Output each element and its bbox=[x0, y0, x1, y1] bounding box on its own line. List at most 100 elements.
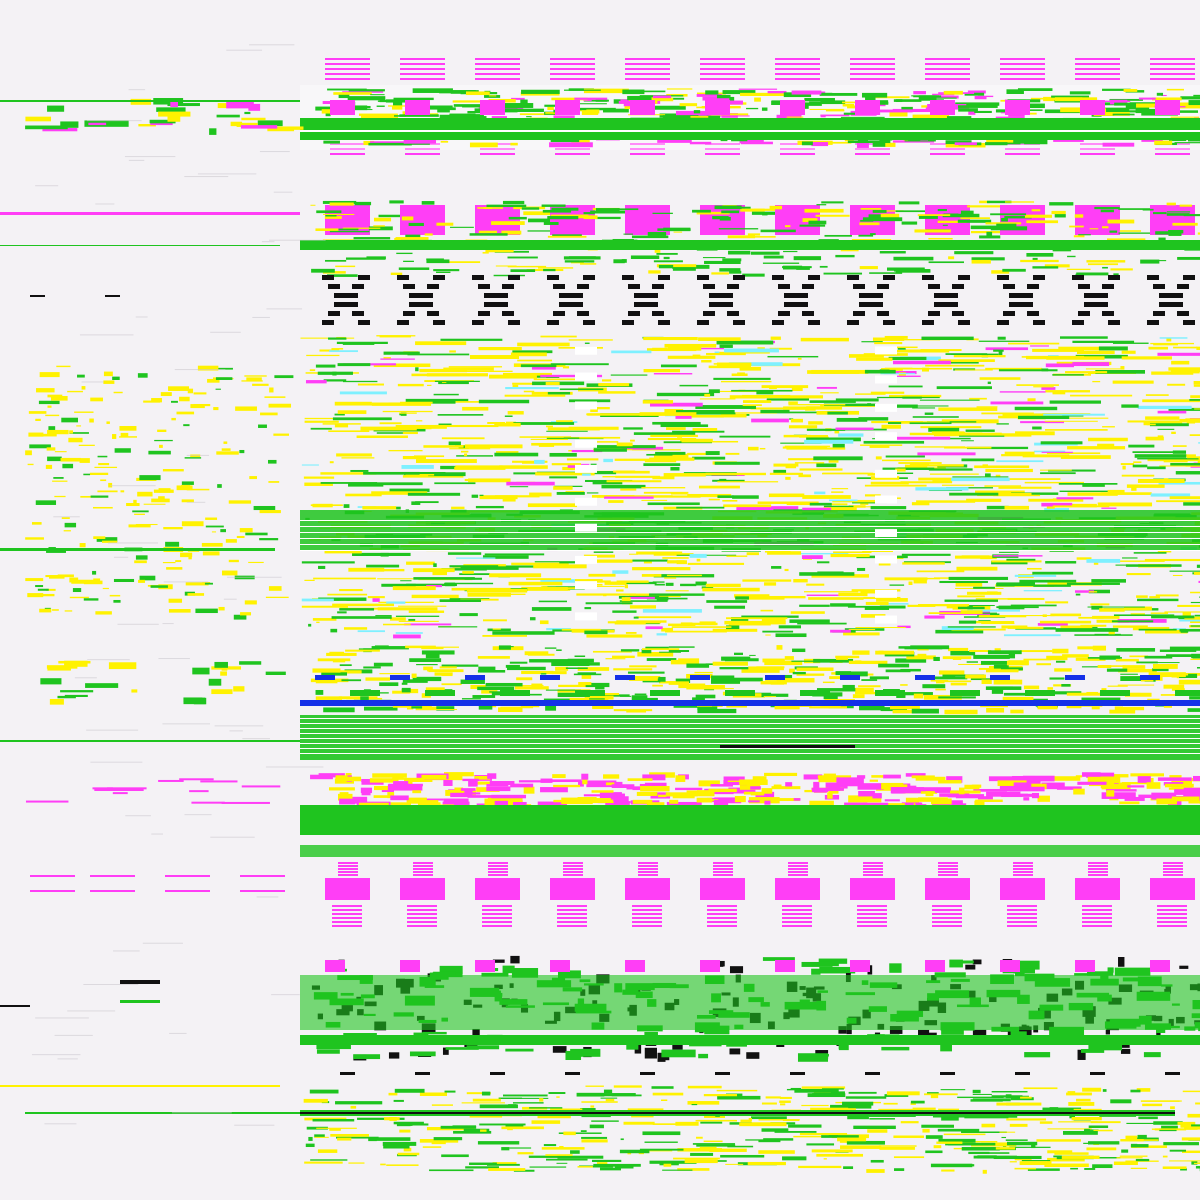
wave-stripe bbox=[978, 667, 992, 670]
wave-stripe bbox=[543, 698, 578, 701]
wave-stripe bbox=[702, 257, 726, 259]
ridge-stripe bbox=[603, 774, 620, 779]
noise-stripe bbox=[371, 402, 432, 406]
wave-stripe bbox=[1092, 645, 1107, 651]
noise-stripe bbox=[902, 562, 945, 565]
wave-stripe bbox=[1049, 202, 1074, 206]
noise-stripe bbox=[312, 618, 337, 621]
magenta-dash bbox=[1075, 73, 1120, 75]
noise-stripe bbox=[393, 634, 421, 639]
noise-stripe bbox=[1137, 457, 1199, 460]
wave-stripe bbox=[583, 212, 595, 215]
noise-stripe bbox=[1102, 426, 1115, 428]
noise-stripe bbox=[1164, 611, 1200, 613]
noise-stripe bbox=[561, 628, 601, 631]
wave-stripe bbox=[436, 706, 455, 711]
x-mark bbox=[877, 311, 889, 316]
left-noise bbox=[228, 500, 252, 504]
noise-stripe bbox=[802, 558, 813, 560]
x-mark bbox=[778, 311, 790, 316]
left-noise bbox=[83, 473, 91, 476]
wave-stripe bbox=[742, 273, 765, 277]
noise-stripe bbox=[1167, 383, 1186, 386]
wave-stripe bbox=[974, 110, 992, 114]
wave-stripe bbox=[740, 92, 786, 96]
x-mark bbox=[472, 275, 484, 280]
noise-stripe bbox=[838, 433, 864, 437]
magenta-cross bbox=[407, 925, 437, 927]
noise-stripe bbox=[367, 596, 385, 599]
x-mark bbox=[1108, 275, 1120, 280]
noise-stripe bbox=[720, 1154, 765, 1158]
wave-stripe bbox=[511, 97, 525, 100]
ridge-stripe bbox=[627, 778, 653, 781]
magenta-dash bbox=[1075, 68, 1120, 70]
faint-row bbox=[252, 316, 270, 318]
left-noise bbox=[202, 551, 220, 556]
noise-stripe bbox=[459, 613, 478, 617]
noise-stripe bbox=[537, 1115, 571, 1119]
noise-stripe bbox=[336, 341, 388, 344]
noise-stripe bbox=[1040, 441, 1083, 445]
noise-stripe bbox=[590, 408, 598, 413]
wave-stripe bbox=[686, 663, 710, 668]
wave-stripe bbox=[748, 666, 784, 671]
wave-stripe bbox=[491, 221, 525, 225]
noise-stripe bbox=[757, 501, 819, 504]
noise-stripe bbox=[1043, 413, 1105, 416]
noise-stripe bbox=[677, 437, 683, 440]
magenta-bit bbox=[325, 960, 345, 972]
noise-stripe bbox=[1046, 356, 1105, 360]
wave-stripe bbox=[971, 259, 991, 264]
ridge-stripe bbox=[675, 787, 703, 791]
wave-stripe bbox=[543, 222, 559, 225]
faint-row bbox=[151, 833, 164, 835]
noise-stripe bbox=[717, 481, 779, 483]
white-gap bbox=[575, 612, 597, 621]
wave-stripe bbox=[1020, 259, 1059, 263]
noise-stripe bbox=[308, 1136, 313, 1141]
wave-stripe bbox=[501, 230, 522, 235]
noise-stripe bbox=[793, 1135, 828, 1138]
faint-row bbox=[35, 1017, 89, 1019]
noise-stripe bbox=[1130, 1089, 1141, 1093]
left-noise bbox=[158, 496, 165, 502]
noise-stripe bbox=[1149, 596, 1160, 599]
noise-stripe bbox=[462, 406, 489, 411]
noise-stripe bbox=[846, 1140, 885, 1145]
noise-stripe bbox=[399, 1129, 411, 1133]
noise-stripe bbox=[869, 444, 890, 448]
wave-stripe bbox=[360, 696, 369, 701]
wave-stripe bbox=[389, 200, 404, 204]
noise-stripe bbox=[745, 1139, 778, 1141]
wave-stripe bbox=[993, 664, 1009, 669]
noise-stripe bbox=[870, 1159, 884, 1163]
ridge-stripe bbox=[858, 790, 875, 797]
noise-stripe bbox=[380, 552, 389, 557]
wave-stripe bbox=[477, 656, 510, 659]
noise-stripe bbox=[1169, 570, 1200, 572]
noise-stripe bbox=[1182, 1090, 1200, 1093]
noise-stripe bbox=[375, 482, 423, 486]
noise-stripe bbox=[397, 383, 424, 387]
ridge-stripe bbox=[1073, 788, 1085, 795]
left-stripe bbox=[170, 100, 178, 108]
noise-stripe bbox=[912, 416, 959, 418]
ridge-stripe bbox=[1075, 775, 1083, 778]
noise-stripe bbox=[842, 1101, 874, 1106]
ridge-stripe bbox=[1001, 794, 1023, 798]
wave-stripe bbox=[656, 264, 697, 268]
noise-stripe bbox=[1060, 625, 1093, 630]
x-mark bbox=[796, 293, 808, 298]
magenta-cross bbox=[332, 921, 362, 923]
noise-stripe bbox=[1177, 1121, 1196, 1125]
noise-stripe bbox=[460, 566, 519, 570]
noise-stripe bbox=[1041, 502, 1073, 507]
magenta-dash bbox=[325, 68, 370, 70]
noise-stripe bbox=[1140, 1100, 1180, 1102]
noise-stripe bbox=[1190, 601, 1200, 604]
noise-stripe bbox=[957, 606, 985, 610]
wave-stripe bbox=[445, 90, 479, 93]
noise-stripe bbox=[339, 608, 375, 611]
wave-stripe bbox=[662, 115, 699, 119]
